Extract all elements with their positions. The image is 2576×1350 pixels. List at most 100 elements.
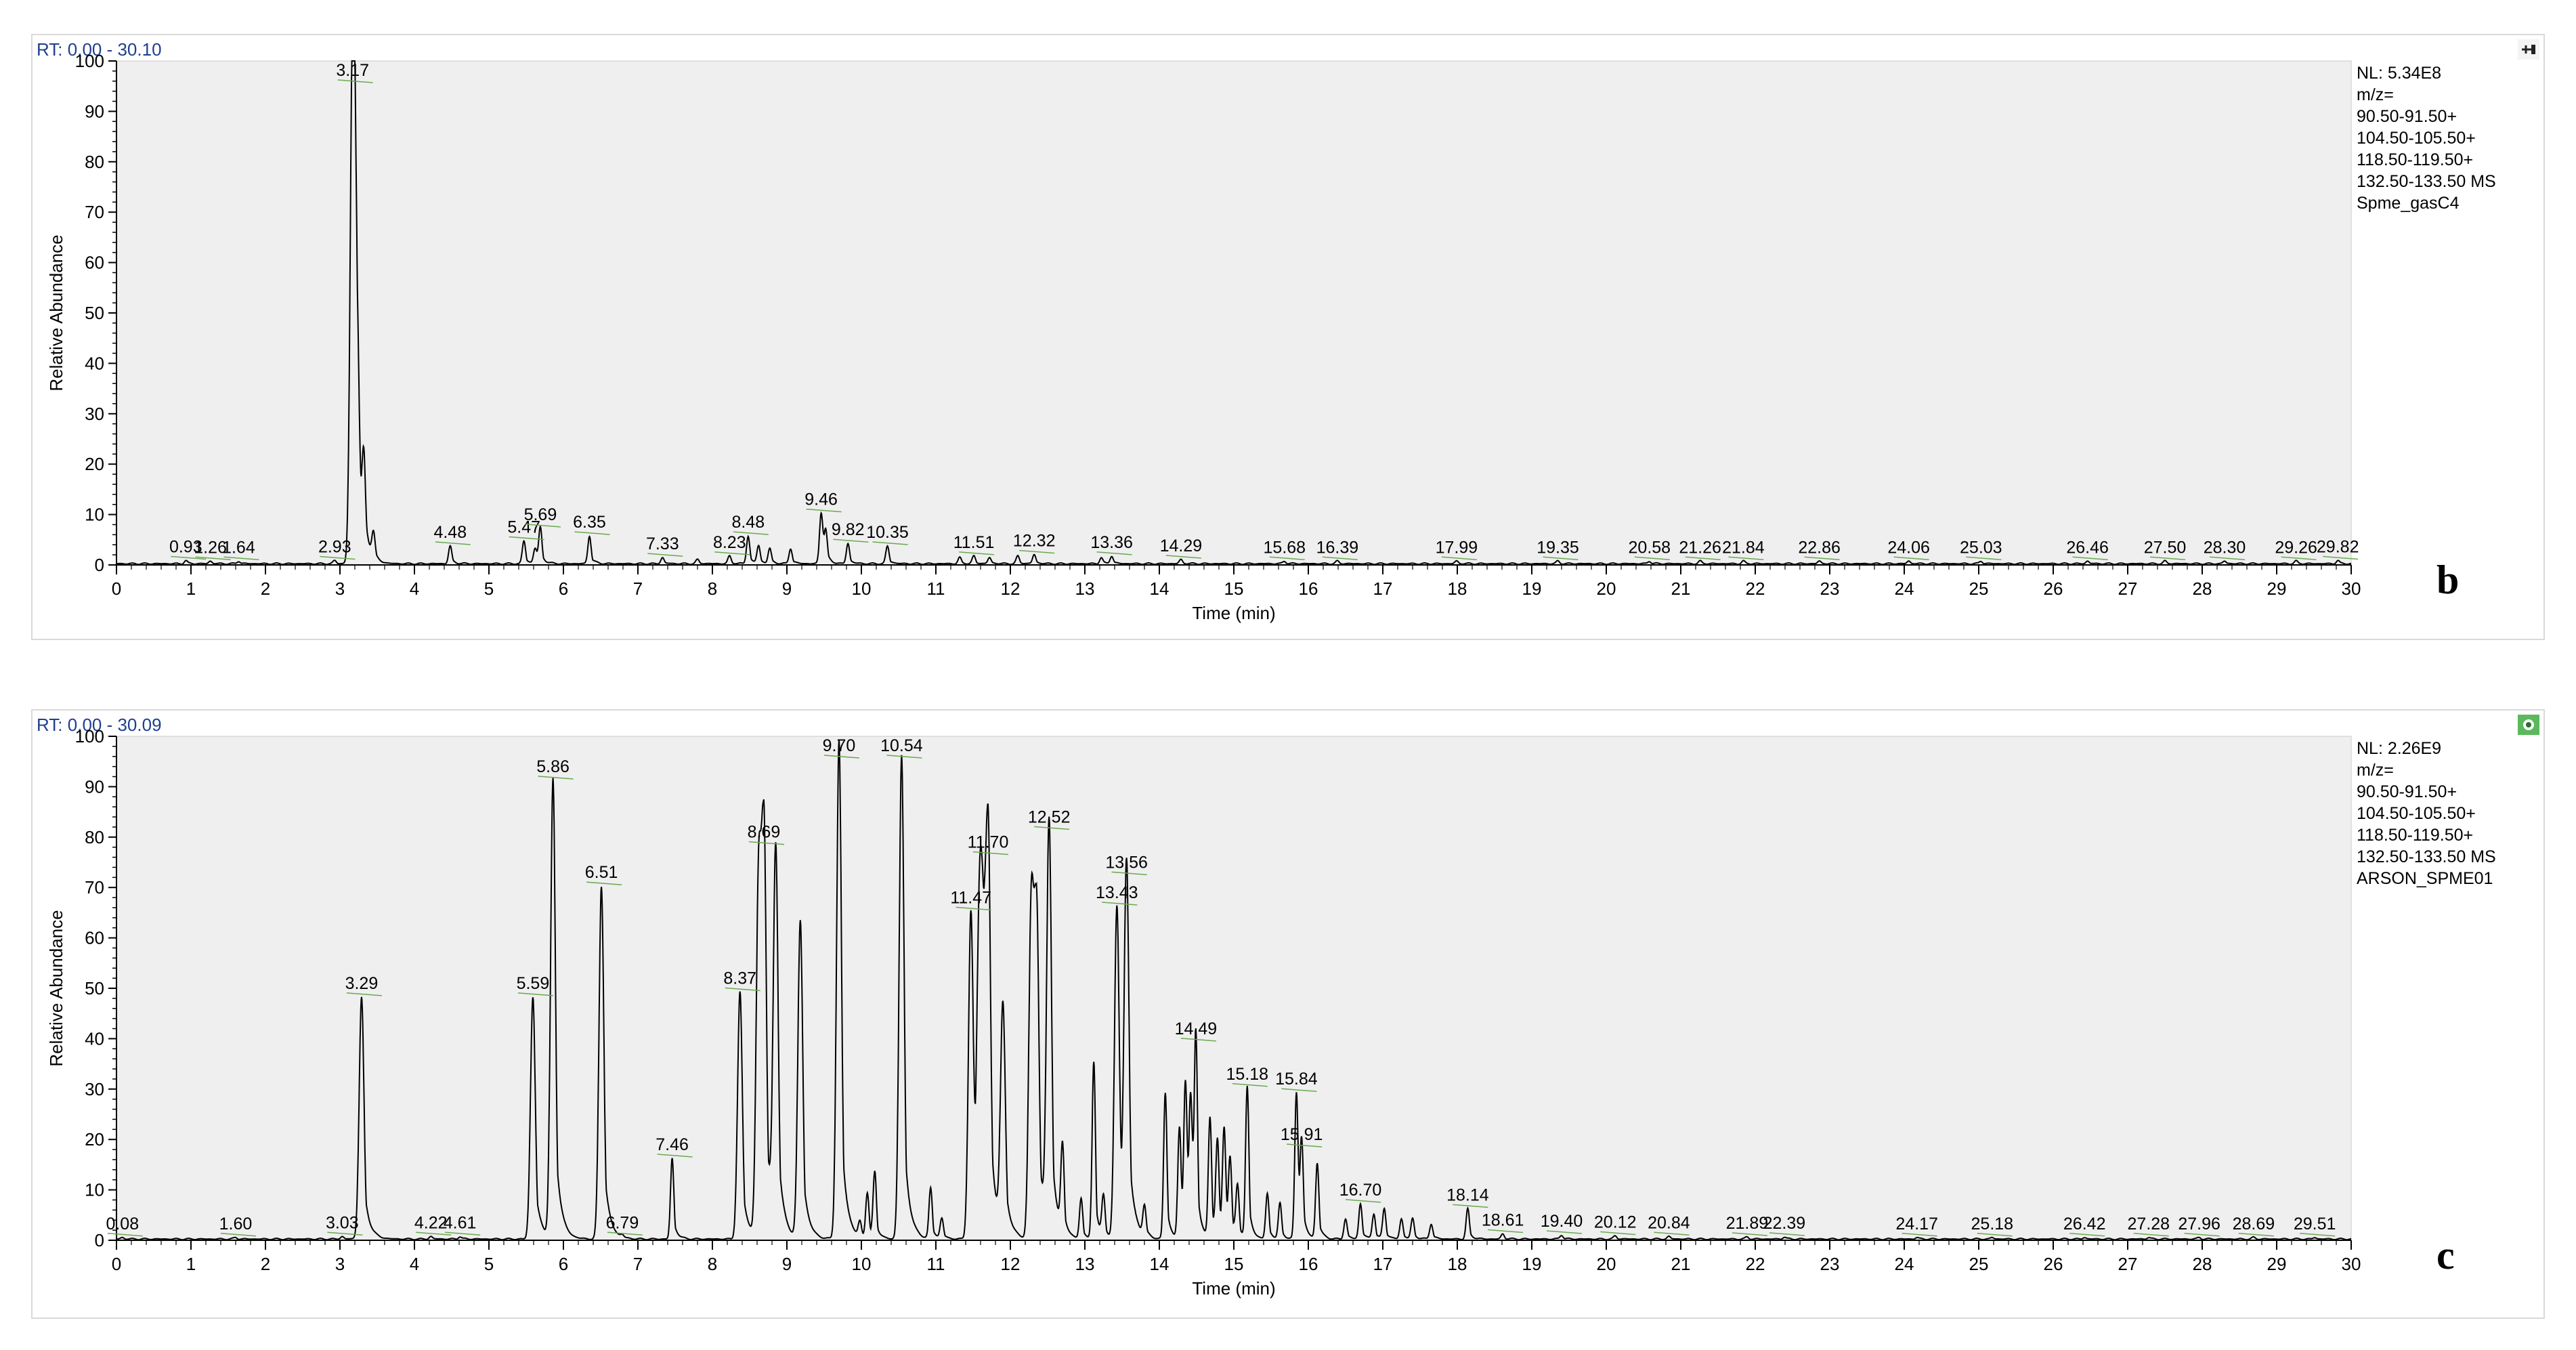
peak-label: 11.47 [950,888,991,907]
x-tick-label: 24 [1895,1254,1914,1274]
peak-label: 29.26 [2275,538,2317,557]
peak-label: 9.82 [832,520,865,539]
peak-label: 14.49 [1175,1019,1218,1038]
peak-label: 6.35 [573,513,606,532]
peak-label-leader [574,531,610,535]
peak-label: 27.50 [2144,538,2187,557]
plot-area [116,60,2352,566]
peak-label: 12.32 [1013,532,1056,551]
x-tick-label: 2 [261,578,270,599]
pin-icon[interactable] [2518,39,2539,60]
peak-label: 3.17 [336,61,369,80]
peak-label: 18.61 [1482,1211,1524,1230]
y-tick-label: 70 [85,202,104,222]
y-tick-label: 50 [85,303,104,323]
peak-label-leader [1269,556,1305,561]
x-tick-label: 6 [559,578,568,599]
x-tick-label: 23 [1820,1254,1840,1274]
peak-label-leader [107,1233,143,1237]
y-tick-label: 30 [85,1079,104,1099]
mz-filter-line: 90.50-91.50+ [2357,782,2457,801]
peak-label-leader [956,906,991,911]
peak-label: 10.54 [880,736,923,755]
mz-filter-line: m/z= [2357,761,2394,780]
peak-label-leader [733,531,769,535]
y-tick-label: 70 [85,877,104,898]
x-tick-label: 15 [1224,1254,1244,1274]
mz-filter-line: 118.50-119.50+ [2357,826,2473,845]
peak-label: 1.64 [222,538,255,557]
x-tick-label: 22 [1746,1254,1765,1274]
peak-label-leader [327,1231,363,1236]
x-tick-label: 24 [1895,578,1914,599]
peak-label-leader [1096,551,1132,555]
peak-label: 19.40 [1541,1212,1583,1231]
mz-filter-line: Spme_gasC4 [2357,194,2460,213]
peak-label: 26.46 [2066,538,2109,557]
peak-label: 8.23 [713,533,746,552]
x-tick-label: 0 [112,578,121,599]
peak-label: 15.84 [1275,1070,1318,1089]
x-tick-label: 17 [1373,578,1393,599]
peak-label: 4.22 [414,1213,448,1232]
peak-label: 22.86 [1798,538,1841,557]
peak-label: 3.03 [326,1213,359,1232]
peak-label: 3.29 [345,974,379,993]
y-tick-label: 100 [75,51,104,71]
peak-label-leader [2069,1233,2105,1237]
y-tick-label: 80 [85,152,104,172]
rt-range-label: RT: 0.00 - 30.09 [37,715,162,735]
peak-label-leader [220,1233,257,1237]
peak-label-leader [1977,1233,2013,1237]
peak-label-leader [725,987,760,992]
peak-label: 0.93 [169,538,202,557]
mz-filter-line: 132.50-133.50 MS [2357,172,2496,191]
peak-label-leader [2149,556,2186,561]
peak-label-leader [2072,556,2108,561]
x-tick-label: 9 [782,1254,792,1274]
peak-label: 5.69 [524,505,557,524]
peak-label-leader [714,551,750,555]
peak-label: 9.46 [804,490,838,509]
peak-label-leader [2323,555,2359,560]
chromatogram-panel-b: RT: 0.00 - 30.10 0 10 20 30 40 50 60 70 80 90 100 0 1… [31,34,2545,640]
x-tick-label: 21 [1671,578,1691,599]
status-icon[interactable] [2518,715,2539,735]
peak-label-leader [1966,556,2002,561]
x-tick-label: 7 [633,578,643,599]
peak-label: 5.59 [517,974,550,993]
peak-label-leader [1769,1232,1805,1236]
peak-label: 9.70 [823,736,856,755]
y-tick-label: 0 [95,1230,104,1250]
peak-label-leader [1453,1204,1488,1208]
peak-label-leader [2281,556,2317,561]
peak-label: 14.29 [1160,536,1203,555]
x-tick-label: 18 [1448,1254,1467,1274]
peak-label-leader [1600,1231,1636,1236]
peak-label-leader [1232,1083,1268,1087]
peak-label-leader [517,992,553,996]
peak-label-leader [2209,556,2246,561]
chromatogram-trace [116,740,2352,1241]
x-tick-label: 25 [1969,1254,1989,1274]
peak-label-leader [1111,871,1147,876]
peak-label-leader [748,841,784,845]
peak-label-leader [320,555,356,560]
mz-filter-line: 104.50-105.50+ [2357,804,2476,823]
y-tick-label: 50 [85,978,104,998]
peak-label: 5.86 [536,757,570,776]
y-tick-label: 80 [85,827,104,847]
peak-label: 6.79 [606,1213,639,1232]
x-tick-label: 28 [2193,1254,2212,1274]
peak-label-leader [435,541,471,545]
peak-label: 18.14 [1446,1185,1489,1204]
peak-label: 25.18 [1971,1215,2014,1233]
peak-label-leader [538,776,574,780]
y-tick-label: 90 [85,101,104,121]
chromatogram-trace [116,60,2352,566]
x-tick-label: 30 [2342,578,2361,599]
peak-label-leader [346,992,382,996]
peak-label-leader [972,851,1009,856]
x-tick-label: 30 [2342,1254,2361,1274]
peak-label: 27.96 [2178,1215,2220,1233]
